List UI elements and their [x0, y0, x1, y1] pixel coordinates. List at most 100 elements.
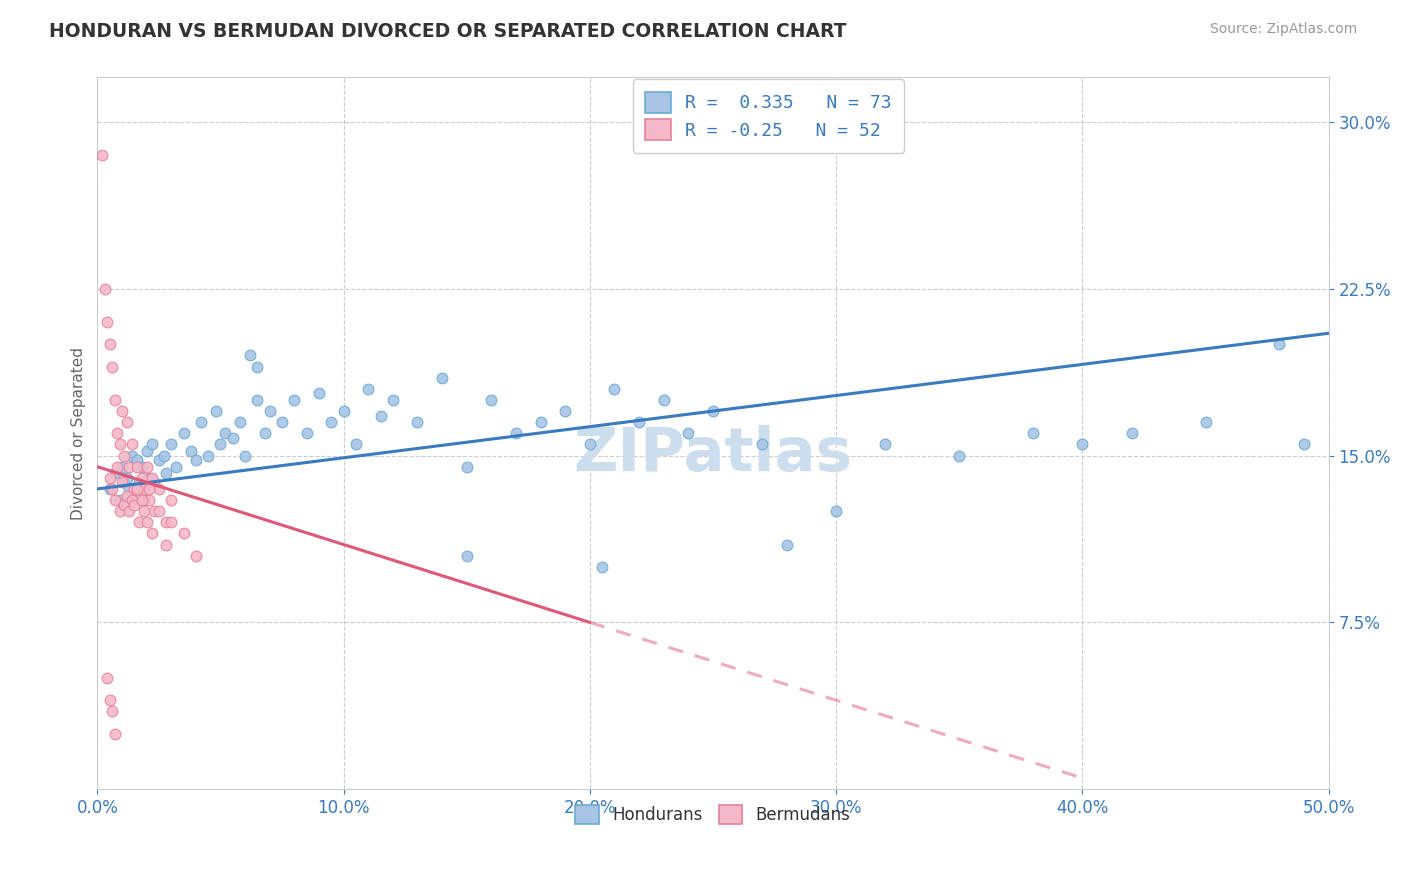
- Y-axis label: Divorced or Separated: Divorced or Separated: [72, 347, 86, 520]
- Point: [96, 671, 118, 685]
- Point: [104, 726, 127, 740]
- Point: [1022, 426, 1045, 441]
- Point: [148, 453, 170, 467]
- Point: [134, 482, 156, 496]
- Point: [115, 471, 138, 485]
- Point: [96, 315, 118, 329]
- Point: [246, 359, 269, 374]
- Point: [948, 449, 970, 463]
- Point: [160, 516, 183, 530]
- Point: [131, 471, 153, 485]
- Point: [104, 467, 127, 481]
- Point: [93, 282, 115, 296]
- Point: [204, 404, 226, 418]
- Point: [98, 471, 121, 485]
- Point: [128, 475, 150, 490]
- Point: [1194, 415, 1216, 429]
- Point: [197, 449, 219, 463]
- Point: [259, 404, 281, 418]
- Point: [295, 426, 318, 441]
- Point: [430, 370, 453, 384]
- Point: [1071, 437, 1094, 451]
- Point: [105, 426, 128, 441]
- Point: [141, 526, 163, 541]
- Point: [153, 449, 176, 463]
- Point: [118, 504, 141, 518]
- Point: [91, 148, 114, 162]
- Point: [98, 482, 121, 496]
- Point: [125, 453, 148, 467]
- Point: [128, 516, 150, 530]
- Point: [591, 559, 613, 574]
- Point: [165, 459, 187, 474]
- Point: [134, 504, 156, 518]
- Text: ZIPatlas: ZIPatlas: [574, 425, 852, 484]
- Point: [253, 426, 276, 441]
- Point: [222, 431, 245, 445]
- Point: [155, 467, 177, 481]
- Point: [239, 349, 262, 363]
- Point: [114, 475, 136, 490]
- Point: [479, 392, 502, 407]
- Point: [160, 493, 183, 508]
- Point: [1121, 426, 1143, 441]
- Point: [751, 437, 773, 451]
- Point: [652, 392, 675, 407]
- Point: [155, 537, 177, 551]
- Point: [209, 437, 232, 451]
- Point: [115, 415, 138, 429]
- Point: [118, 482, 141, 496]
- Point: [229, 415, 252, 429]
- Point: [111, 404, 134, 418]
- Point: [104, 392, 127, 407]
- Point: [308, 386, 330, 401]
- Point: [141, 471, 163, 485]
- Point: [101, 704, 124, 718]
- Point: [134, 493, 156, 508]
- Point: [125, 482, 148, 496]
- Point: [131, 493, 153, 508]
- Point: [98, 337, 121, 351]
- Point: [148, 482, 170, 496]
- Point: [321, 415, 343, 429]
- Point: [135, 459, 157, 474]
- Point: [173, 526, 195, 541]
- Point: [124, 482, 146, 496]
- Point: [105, 459, 128, 474]
- Point: [135, 516, 157, 530]
- Point: [554, 404, 576, 418]
- Point: [143, 504, 166, 518]
- Point: [628, 415, 651, 429]
- Point: [128, 493, 150, 508]
- Point: [104, 493, 127, 508]
- Point: [579, 437, 602, 451]
- Point: [148, 504, 170, 518]
- Point: [173, 426, 195, 441]
- Point: [108, 493, 131, 508]
- Point: [111, 475, 134, 490]
- Point: [530, 415, 553, 429]
- Point: [115, 489, 138, 503]
- Point: [825, 504, 848, 518]
- Point: [776, 537, 799, 551]
- Point: [381, 392, 404, 407]
- Point: [190, 415, 212, 429]
- Point: [108, 504, 131, 518]
- Point: [233, 449, 256, 463]
- Point: [143, 475, 166, 490]
- Point: [344, 437, 367, 451]
- Point: [160, 437, 183, 451]
- Point: [875, 437, 897, 451]
- Point: [135, 444, 157, 458]
- Point: [111, 459, 134, 474]
- Point: [370, 409, 392, 423]
- Point: [456, 459, 478, 474]
- Point: [603, 382, 626, 396]
- Point: [101, 359, 124, 374]
- Point: [184, 453, 207, 467]
- Point: [141, 437, 163, 451]
- Point: [114, 498, 136, 512]
- Point: [456, 549, 478, 563]
- Point: [114, 449, 136, 463]
- Point: [332, 404, 354, 418]
